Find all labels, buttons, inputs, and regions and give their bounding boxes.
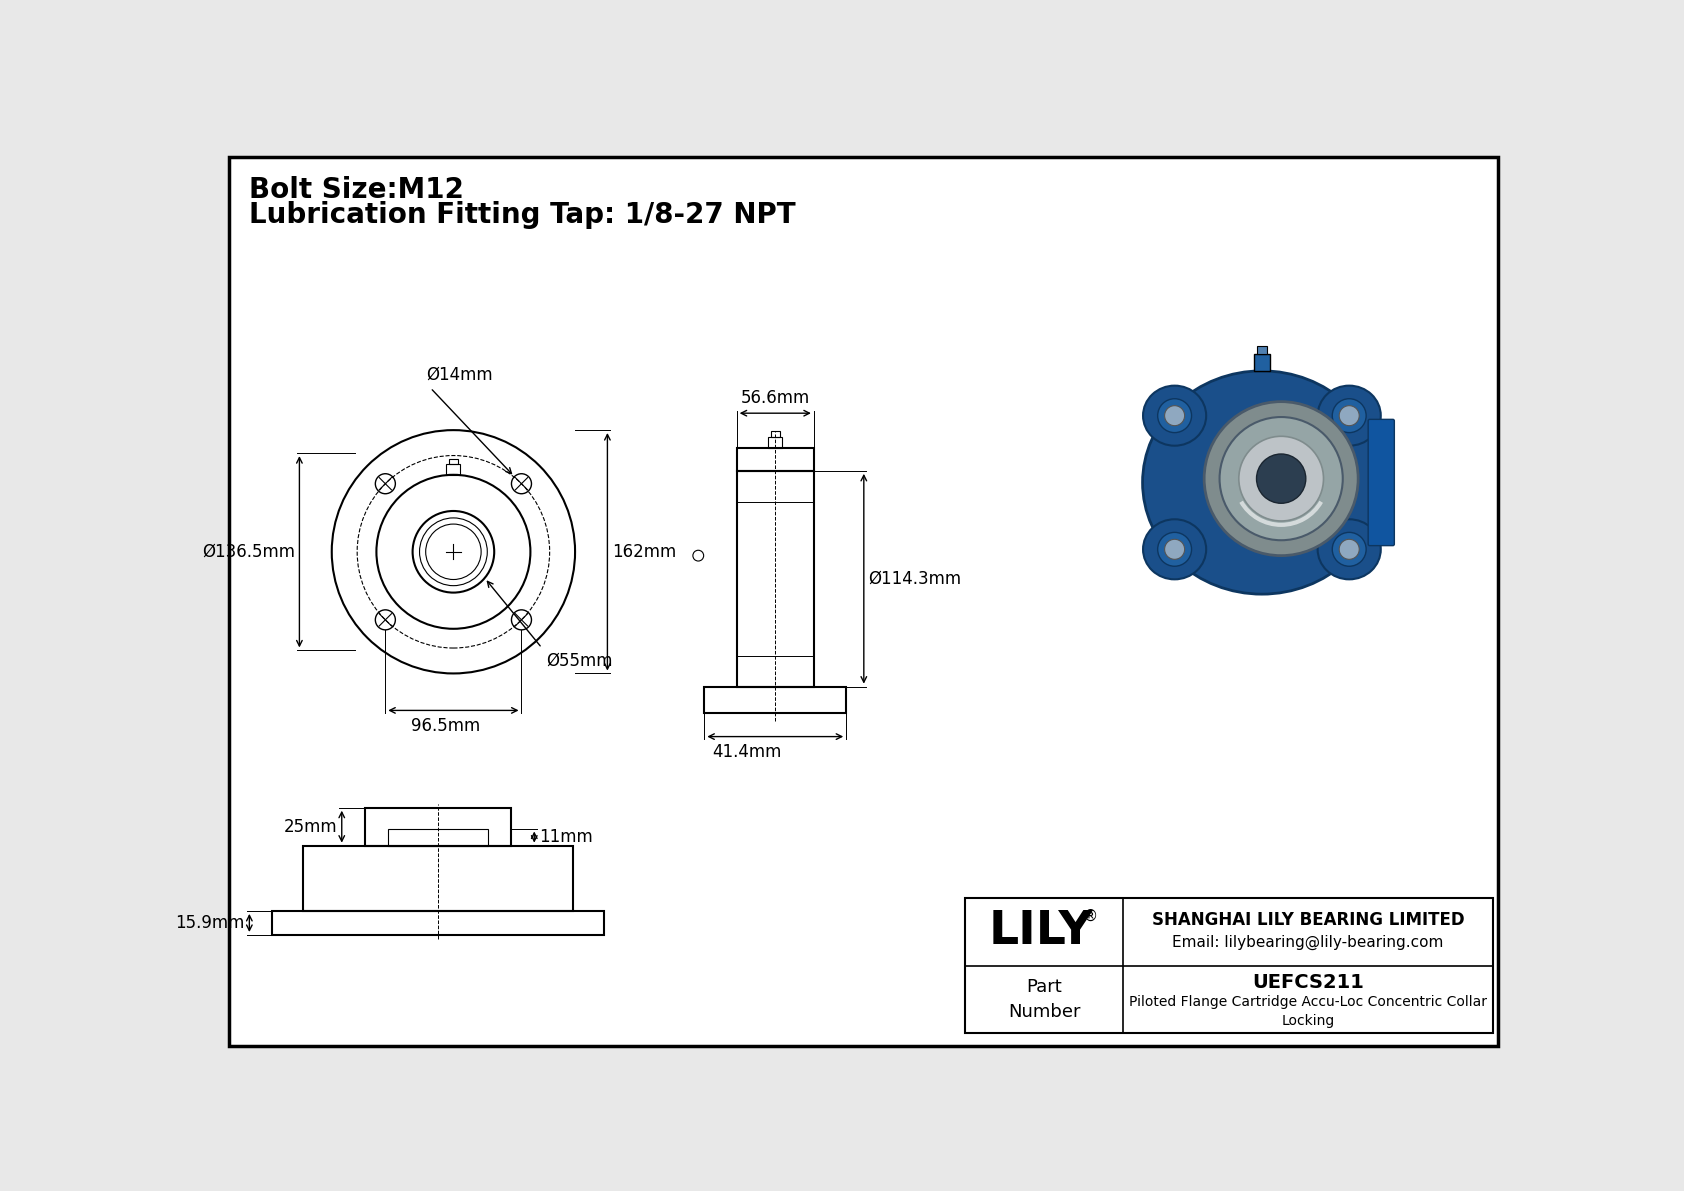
Bar [965, 898, 1494, 1033]
Circle shape [1239, 436, 1324, 520]
Circle shape [1165, 540, 1184, 560]
Ellipse shape [1317, 386, 1381, 445]
Bar [387, 829, 488, 846]
Text: Piloted Flange Cartridge Accu-Loc Concentric Collar
Locking: Piloted Flange Cartridge Accu-Loc Concen… [1128, 996, 1487, 1028]
Text: Ø114.3mm: Ø114.3mm [869, 569, 962, 587]
FancyBboxPatch shape [1367, 419, 1394, 545]
Circle shape [1332, 399, 1366, 432]
Circle shape [1339, 406, 1359, 425]
Circle shape [1256, 454, 1305, 504]
Text: Bolt Size:M12: Bolt Size:M12 [249, 176, 465, 204]
Bar [771, 431, 780, 437]
Circle shape [1332, 532, 1366, 566]
Circle shape [1219, 417, 1342, 541]
Bar [1255, 354, 1270, 370]
Text: Lubrication Fitting Tap: 1/8-27 NPT: Lubrication Fitting Tap: 1/8-27 NPT [249, 201, 797, 230]
Text: 11mm: 11mm [539, 828, 593, 846]
Circle shape [1157, 532, 1192, 566]
Text: UEFCS211: UEFCS211 [1253, 973, 1364, 992]
Text: Part
Number: Part Number [1009, 978, 1081, 1021]
Bar [1256, 347, 1268, 354]
Text: Email: lilybearing@lily-bearing.com: Email: lilybearing@lily-bearing.com [1172, 935, 1443, 950]
Circle shape [1204, 401, 1359, 556]
Ellipse shape [1142, 370, 1381, 594]
Bar [303, 846, 573, 911]
Text: Ø136.5mm: Ø136.5mm [202, 543, 295, 561]
Ellipse shape [1143, 519, 1206, 579]
Bar [738, 470, 813, 686]
Ellipse shape [1317, 519, 1381, 579]
Bar [450, 459, 458, 464]
Text: ®: ® [1083, 909, 1098, 924]
Text: 56.6mm: 56.6mm [741, 389, 810, 407]
Circle shape [1339, 540, 1359, 560]
Circle shape [1157, 399, 1192, 432]
Bar [446, 464, 460, 475]
Text: 162mm: 162mm [611, 543, 677, 561]
Text: 15.9mm: 15.9mm [175, 913, 244, 931]
Text: Ø55mm: Ø55mm [546, 651, 613, 669]
Bar [768, 437, 781, 448]
Bar [704, 686, 845, 713]
Circle shape [1165, 406, 1184, 425]
Bar [365, 807, 512, 846]
Bar [273, 911, 603, 935]
Bar [738, 448, 813, 470]
Text: 25mm: 25mm [283, 818, 337, 836]
Ellipse shape [1143, 386, 1206, 445]
Text: SHANGHAI LILY BEARING LIMITED: SHANGHAI LILY BEARING LIMITED [1152, 911, 1465, 929]
Text: Ø14mm: Ø14mm [426, 366, 493, 384]
Text: 96.5mm: 96.5mm [411, 717, 480, 735]
Text: 41.4mm: 41.4mm [712, 743, 781, 761]
Text: LILY: LILY [989, 910, 1093, 954]
